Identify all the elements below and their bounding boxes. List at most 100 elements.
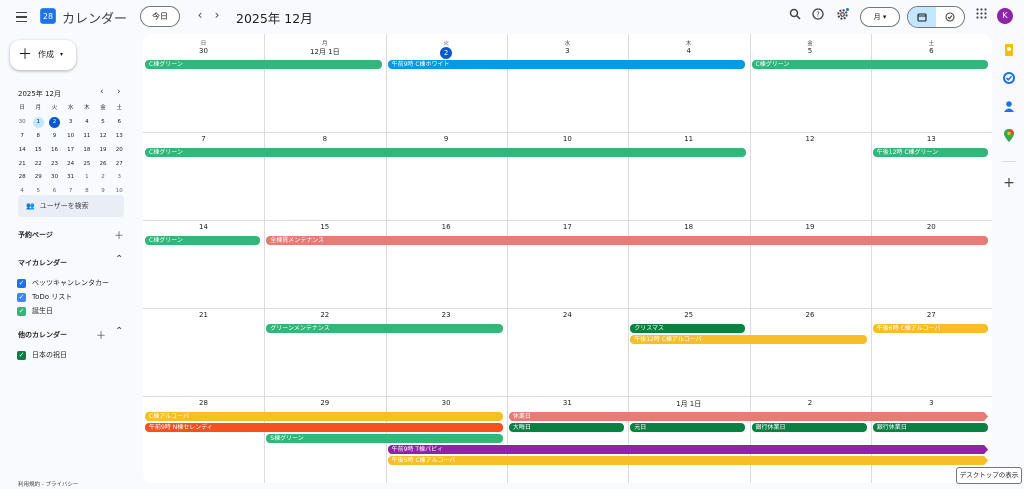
mini-day[interactable]: 29	[30, 171, 46, 185]
mini-day[interactable]: 26	[95, 157, 111, 171]
view-selector[interactable]: 月 ▾	[860, 7, 900, 27]
day-number[interactable]: 31	[507, 399, 628, 407]
maps-icon[interactable]	[1002, 129, 1016, 143]
day-number[interactable]: 9	[386, 135, 507, 143]
day-number[interactable]: 13	[871, 135, 992, 143]
day-number[interactable]: 19	[750, 223, 871, 231]
mini-day[interactable]: 5	[30, 185, 46, 199]
mini-day[interactable]: 10	[63, 130, 79, 144]
calendar-item[interactable]: ✓ ベッツキャンレンタカー	[17, 276, 109, 290]
day-number[interactable]: 7	[143, 135, 264, 143]
mini-day[interactable]: 2	[46, 116, 62, 130]
day-number[interactable]: 3	[507, 47, 628, 55]
day-number[interactable]: 5	[750, 47, 871, 55]
search-icon[interactable]	[787, 8, 803, 24]
mini-day[interactable]: 14	[14, 143, 30, 157]
mini-day[interactable]: 22	[30, 157, 46, 171]
mini-day[interactable]: 8	[79, 185, 95, 199]
prev-period-icon[interactable]: ‹	[197, 8, 203, 22]
day-number[interactable]: 2	[750, 399, 871, 407]
event-chip[interactable]: 午前9時 T棟パピィ	[388, 445, 989, 454]
day-number[interactable]: 29	[264, 399, 385, 407]
event-chip[interactable]: 午後6時 C棟アルコーバ	[872, 324, 989, 333]
day-number[interactable]: 26	[750, 311, 871, 319]
event-chip[interactable]: 銀行休業日	[751, 423, 867, 432]
day-number[interactable]: 12月 1日	[264, 47, 385, 57]
mini-day[interactable]: 1	[79, 171, 95, 185]
checkbox-icon[interactable]: ✓	[17, 306, 26, 316]
calendar-item[interactable]: ✓ ToDo リスト	[17, 290, 109, 304]
mini-day[interactable]: 16	[46, 143, 62, 157]
day-number[interactable]: 6	[871, 47, 992, 55]
mini-day[interactable]: 8	[30, 130, 46, 144]
mini-day[interactable]: 9	[46, 130, 62, 144]
footer-links[interactable]: 利用規約 - プライバシー	[18, 482, 79, 488]
event-chip[interactable]: 午前9時 C棟ホワイト	[387, 60, 746, 69]
mini-day[interactable]: 3	[111, 171, 127, 185]
my-calendars-heading[interactable]: マイカレンダー	[18, 259, 67, 267]
tasks-icon[interactable]	[1002, 72, 1016, 86]
mini-day[interactable]: 2	[95, 171, 111, 185]
day-number[interactable]: 14	[143, 223, 264, 231]
calendar-item[interactable]: ✓ 日本の祝日	[17, 348, 67, 362]
mini-day[interactable]: 24	[63, 157, 79, 171]
event-chip[interactable]: 休業日	[509, 412, 988, 421]
day-number[interactable]: 22	[264, 311, 385, 319]
mini-day[interactable]: 21	[14, 157, 30, 171]
tasks-mode-icon[interactable]	[936, 7, 964, 27]
day-number[interactable]: 28	[143, 399, 264, 407]
user-search-input[interactable]: 👥 ユーザーを検索	[18, 195, 124, 217]
event-chip[interactable]: グリーンメンテナンス	[266, 324, 503, 333]
mini-day[interactable]: 6	[46, 185, 62, 199]
event-chip[interactable]: 午後12時 C棟アルコーバ	[630, 335, 867, 344]
create-button[interactable]: ＋ 作成 ▾	[10, 40, 76, 70]
mini-day[interactable]: 9	[95, 185, 111, 199]
event-chip[interactable]: 全棟賃メンテナンス	[266, 236, 989, 245]
day-number[interactable]: 25	[628, 311, 749, 319]
event-chip[interactable]: 午後5時 C棟アルコーバ	[388, 456, 989, 465]
mini-day[interactable]: 28	[14, 171, 30, 185]
contacts-icon[interactable]	[1002, 100, 1016, 114]
day-number[interactable]: 15	[264, 223, 385, 231]
checkbox-icon[interactable]: ✓	[17, 292, 26, 302]
mini-day[interactable]: 1	[30, 116, 46, 130]
event-chip[interactable]: 午後12時 C棟グリーン	[872, 148, 989, 157]
day-number[interactable]: 11	[628, 135, 749, 143]
day-number[interactable]: 18	[628, 223, 749, 231]
day-number[interactable]: 17	[507, 223, 628, 231]
event-chip[interactable]: クリスマス	[630, 324, 746, 333]
event-chip[interactable]: 大晦日	[508, 423, 625, 432]
mini-day[interactable]: 10	[111, 185, 127, 199]
event-chip[interactable]: C棟グリーン	[751, 60, 989, 69]
day-number[interactable]: 1月 1日	[628, 399, 749, 409]
mini-day[interactable]: 23	[46, 157, 62, 171]
next-period-icon[interactable]: ›	[214, 8, 220, 22]
mini-next-icon[interactable]: ›	[117, 87, 121, 97]
add-calendar-icon[interactable]: ＋	[96, 331, 106, 342]
day-number[interactable]: 3	[871, 399, 992, 407]
mini-day[interactable]: 30	[46, 171, 62, 185]
day-number[interactable]: 23	[386, 311, 507, 319]
mini-day[interactable]: 27	[111, 157, 127, 171]
mini-day[interactable]: 3	[63, 116, 79, 130]
day-number[interactable]: 10	[507, 135, 628, 143]
mini-day[interactable]: 18	[79, 143, 95, 157]
mini-day[interactable]: 31	[63, 171, 79, 185]
event-chip[interactable]: 元日	[630, 423, 746, 432]
checkbox-icon[interactable]: ✓	[17, 278, 26, 288]
mini-day[interactable]: 30	[14, 116, 30, 130]
keep-icon[interactable]	[1002, 44, 1016, 58]
other-calendars-heading[interactable]: 他のカレンダー	[18, 331, 67, 339]
event-chip[interactable]: 銀行休業日	[872, 423, 989, 432]
mini-day[interactable]: 13	[111, 130, 127, 144]
event-chip[interactable]: C棟グリーン	[145, 60, 382, 69]
mini-day[interactable]: 7	[63, 185, 79, 199]
avatar[interactable]: K	[997, 8, 1013, 24]
day-number[interactable]: 27	[871, 311, 992, 319]
day-number[interactable]: 16	[386, 223, 507, 231]
add-booking-icon[interactable]: ＋	[114, 231, 124, 242]
day-number[interactable]: 4	[628, 47, 749, 55]
chevron-up-icon[interactable]: ⌃	[115, 254, 124, 265]
help-icon[interactable]: ?	[810, 8, 826, 24]
calendar-item[interactable]: ✓ 誕生日	[17, 304, 109, 318]
